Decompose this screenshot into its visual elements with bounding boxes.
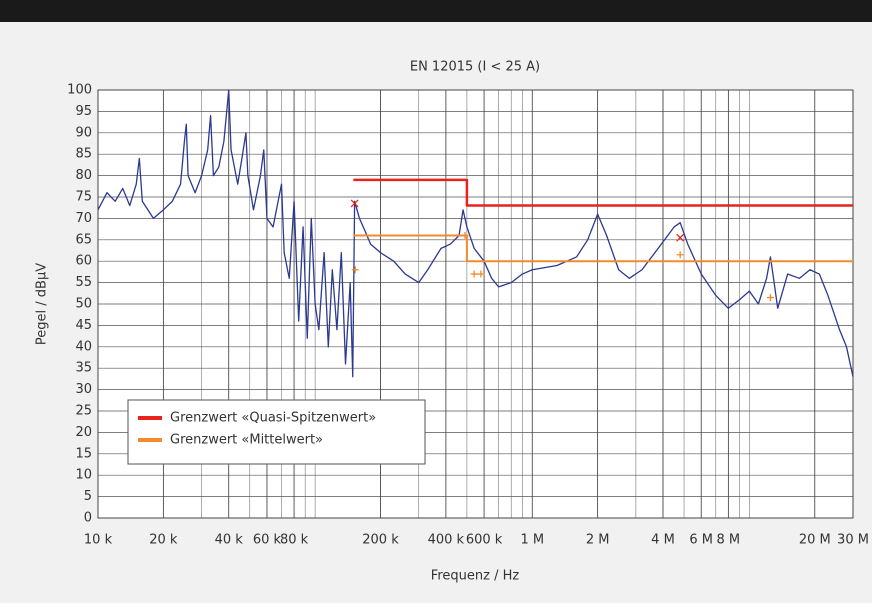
y-axis-label: Pegel / dBµV (35, 263, 50, 345)
y-tick-label: 15 (75, 446, 92, 461)
legend-label: Grenzwert «Mittelwert» (170, 433, 323, 448)
y-tick-label: 75 (75, 190, 92, 205)
y-tick-label: 5 (84, 489, 92, 504)
y-tick-label: 85 (75, 147, 92, 162)
x-axis-label: Frequenz / Hz (431, 569, 520, 584)
y-tick-label: 20 (75, 425, 92, 440)
x-tick-label: 60 k (253, 533, 282, 548)
marker (351, 266, 359, 274)
y-tick-label: 10 (75, 468, 92, 483)
y-tick-label: 30 (75, 382, 92, 397)
y-tick-label: 55 (75, 275, 92, 290)
y-tick-label: 95 (75, 104, 92, 119)
y-tick-label: 35 (75, 361, 92, 376)
x-tick-label: 600 k (466, 533, 503, 548)
plot-border (97, 89, 854, 519)
y-tick-label: 65 (75, 232, 92, 247)
y-tick-label: 60 (75, 254, 92, 269)
x-tick-label: 400 k (428, 533, 465, 548)
x-tick-label: 6 M (689, 533, 713, 548)
chart-title: EN 12015 (I < 25 A) (410, 60, 540, 75)
legend-box (127, 399, 426, 465)
marker (766, 294, 774, 302)
series-line (353, 178, 853, 207)
x-tick-label: 200 k (362, 533, 399, 548)
y-tick-label: 45 (75, 318, 92, 333)
marker (350, 199, 359, 208)
x-tick-label: 8 M (717, 533, 741, 548)
x-tick-label: 40 k (215, 533, 244, 548)
x-tick-label: 2 M (586, 533, 610, 548)
marker (461, 232, 469, 240)
y-tick-label: 70 (75, 211, 92, 226)
y-tick-label: 25 (75, 404, 92, 419)
y-tick-label: 90 (75, 125, 92, 140)
marker (676, 233, 685, 242)
marker (477, 270, 485, 278)
x-tick-label: 80 k (280, 533, 309, 548)
marker (676, 251, 684, 259)
top-bar (0, 0, 872, 22)
y-tick-label: 40 (75, 339, 92, 354)
y-tick-label: 80 (75, 168, 92, 183)
x-tick-label: 10 k (84, 533, 113, 548)
x-tick-label: 4 M (651, 533, 675, 548)
marker (470, 270, 478, 278)
series-line (353, 234, 853, 263)
y-tick-label: 50 (75, 297, 92, 312)
y-tick-label: 0 (84, 511, 92, 526)
y-tick-label: 100 (67, 83, 92, 98)
series-line (97, 89, 854, 378)
x-tick-label: 20 k (149, 533, 178, 548)
legend-label: Grenzwert «Quasi-Spitzenwert» (170, 411, 376, 426)
x-tick-label: 20 M (799, 533, 831, 548)
x-tick-label: 1 M (520, 533, 544, 548)
x-tick-label: 30 M (837, 533, 869, 548)
